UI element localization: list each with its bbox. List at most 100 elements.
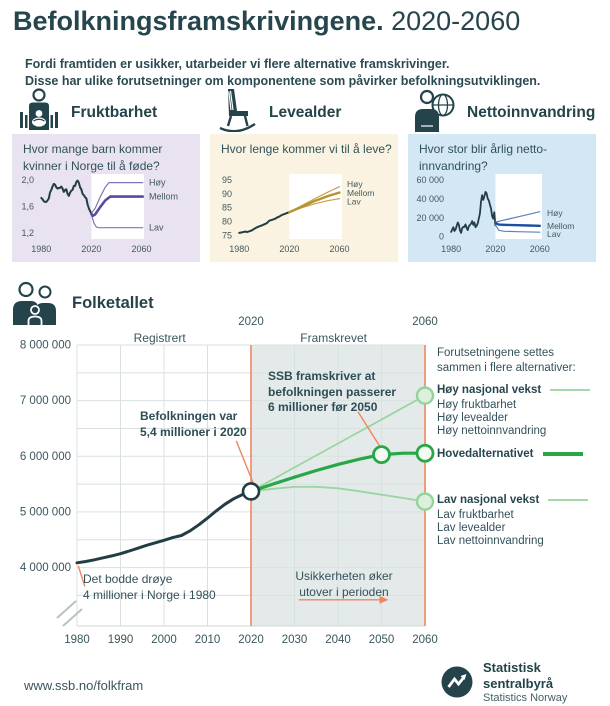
svg-text:2060: 2060 xyxy=(412,316,438,328)
svg-text:5 000 000: 5 000 000 xyxy=(20,506,71,518)
svg-text:40 000: 40 000 xyxy=(416,194,444,204)
svg-text:2020: 2020 xyxy=(238,634,264,646)
net-migration-chart: 1980 2020 2060 60 000 40 000 20 000 0 Høy Mellom… xyxy=(410,169,590,261)
life-expectancy-chart: 1980 2020 2060 95 90 85 80 75 Høy Mellom Lav xyxy=(212,169,392,261)
org-name-en: Statistics Norway xyxy=(483,692,568,704)
svg-text:2030: 2030 xyxy=(282,634,308,646)
legend-item: Høy levealder xyxy=(437,412,508,424)
panel-life-question: Hvor lenge kommer vi til å leve? xyxy=(221,142,392,156)
panel-migration-question: Hvor stor blir årlig netto- innvandring? xyxy=(419,142,548,173)
svg-text:Mellom: Mellom xyxy=(149,192,178,202)
legend-line-swatch-main xyxy=(542,451,583,456)
svg-text:2020: 2020 xyxy=(81,244,101,254)
panel-life-expectancy: Levealder Hvor lenge kommer vi til å lev… xyxy=(210,88,398,264)
svg-text:2040: 2040 xyxy=(325,634,351,646)
fertility-icon xyxy=(16,88,62,132)
svg-text:2060: 2060 xyxy=(329,244,349,254)
svg-text:2,0: 2,0 xyxy=(21,175,34,185)
legend-item: Høy nettoinnvandring xyxy=(437,425,547,437)
svg-text:Høy: Høy xyxy=(347,179,363,189)
annotation-population-2020: Befolkningen var 5,4 millioner i 2020 xyxy=(140,409,247,439)
annotation-uncertainty: Usikkerheten øker utover i perioden xyxy=(295,569,393,599)
legend-item: Lav fruktbarhet xyxy=(437,509,514,521)
svg-text:1,2: 1,2 xyxy=(21,228,34,238)
svg-text:Framskrevet: Framskrevet xyxy=(300,331,367,345)
panel-fertility-title: Fruktbarhet xyxy=(71,104,158,121)
svg-text:1990: 1990 xyxy=(108,634,134,646)
svg-text:Registrert: Registrert xyxy=(134,331,187,345)
svg-text:95: 95 xyxy=(222,175,232,185)
legend-item: Høy fruktbarhet xyxy=(437,399,517,411)
svg-text:1980: 1980 xyxy=(229,244,249,254)
rocking-chair-icon xyxy=(214,88,260,132)
ssb-logo: Statistisk sentralbyrå Statistics Norway xyxy=(441,660,610,704)
svg-text:80: 80 xyxy=(222,217,232,227)
svg-text:Lav: Lav xyxy=(149,223,164,233)
panel-net-migration: Nettoinnvandring Hvor stor blir årlig ne… xyxy=(408,88,596,264)
svg-text:Lav: Lav xyxy=(347,196,361,206)
svg-text:2000: 2000 xyxy=(151,634,177,646)
ssb-logo-icon xyxy=(441,666,473,698)
svg-text:6 000 000: 6 000 000 xyxy=(20,451,71,463)
svg-text:2060: 2060 xyxy=(131,244,151,254)
svg-text:Høy: Høy xyxy=(149,178,166,188)
legend-group-low: Lav nasjonal vekst Lav fruktbarhet Lav l… xyxy=(437,493,589,548)
org-name: Statistisk sentralbyrå xyxy=(483,660,554,691)
annotation-pass-6-million: SSB framskriver at befolkningen passerer… xyxy=(268,369,397,414)
legend-low-growth: Lav nasjonal vekst xyxy=(437,493,589,506)
panel-migration-header: Nettoinnvandring xyxy=(408,88,596,132)
svg-text:85: 85 xyxy=(222,203,232,213)
svg-text:Høy: Høy xyxy=(547,208,563,218)
svg-text:2050: 2050 xyxy=(369,634,395,646)
main-section-header: Folketallet xyxy=(10,281,154,325)
fertility-chart: 1980 2020 2060 2,0 1,6 1,2 Høy Mellom Lav xyxy=(14,169,194,261)
panel-life-body: Hvor lenge kommer vi til å leve? 1980 202… xyxy=(210,134,398,262)
svg-text:20 000: 20 000 xyxy=(416,213,444,223)
svg-text:1,6: 1,6 xyxy=(21,201,34,211)
legend-line-swatch-light xyxy=(550,388,591,391)
svg-text:2060: 2060 xyxy=(530,244,550,254)
panel-migration-title: Nettoinnvandring xyxy=(467,104,596,121)
svg-text:2020: 2020 xyxy=(238,316,264,328)
svg-text:7 000 000: 7 000 000 xyxy=(20,395,71,407)
panel-life-header: Levealder xyxy=(210,88,398,132)
svg-text:8 000 000: 8 000 000 xyxy=(20,340,71,352)
svg-text:2020: 2020 xyxy=(279,244,299,254)
panel-fertility-header: Fruktbarhet xyxy=(12,88,200,132)
legend-intro: Forutsetningene settes sammen i flere al… xyxy=(437,347,576,374)
ssb-url-link[interactable]: www.ssb.no/folkfram xyxy=(24,678,144,693)
population-icon xyxy=(10,281,62,325)
page-title-years: 2020-2060 xyxy=(383,6,521,36)
svg-text:2020: 2020 xyxy=(485,244,505,254)
panel-fertility-body: Hvor mange barn kommer kvinner i Norge t… xyxy=(12,134,200,262)
svg-text:2010: 2010 xyxy=(195,634,221,646)
legend-label: Hovedalternativet xyxy=(437,447,534,460)
person-globe-icon xyxy=(412,88,458,132)
svg-text:Lav: Lav xyxy=(547,229,561,239)
svg-text:75: 75 xyxy=(222,230,232,240)
population-chart: 1980 1990 2000 2010 2020 2030 2040 2050 2060 8 00… xyxy=(0,310,610,646)
legend-label: Høy nasjonal vekst xyxy=(437,383,542,396)
panel-fertility: Fruktbarhet Hvor mange barn kommer kvinn… xyxy=(12,88,200,264)
panel-life-title: Levealder xyxy=(269,104,342,121)
svg-text:1980: 1980 xyxy=(31,244,51,254)
svg-text:1980: 1980 xyxy=(64,634,90,646)
page-title-bold: Befolkningsframskrivingene. xyxy=(13,6,384,36)
legend-group-main: Hovedalternativet xyxy=(437,447,583,463)
page-subtitle: Fordi framtiden er usikker, utarbeider v… xyxy=(25,57,541,88)
svg-text:Mellom: Mellom xyxy=(547,221,574,231)
legend-item: Lav nettoinnvandring xyxy=(437,535,544,547)
panel-fertility-question: Hvor mange barn kommer kvinner i Norge t… xyxy=(23,142,163,173)
svg-text:Mellom: Mellom xyxy=(347,188,374,198)
page-title: Befolkningsframskrivingene. 2020-2060 xyxy=(13,6,520,37)
svg-text:0: 0 xyxy=(439,232,444,242)
legend-item: Lav levealder xyxy=(437,522,506,534)
svg-text:90: 90 xyxy=(222,189,232,199)
svg-text:2060: 2060 xyxy=(412,634,438,646)
svg-text:4 000 000: 4 000 000 xyxy=(20,562,71,574)
panel-migration-body: Hvor stor blir årlig netto- innvandring?… xyxy=(408,134,596,262)
annotation-population-1980: Det bodde drøye 4 millioner i Norge i 19… xyxy=(83,572,216,602)
legend-line-swatch-light xyxy=(548,498,589,501)
legend-label: Lav nasjonal vekst xyxy=(437,493,540,506)
